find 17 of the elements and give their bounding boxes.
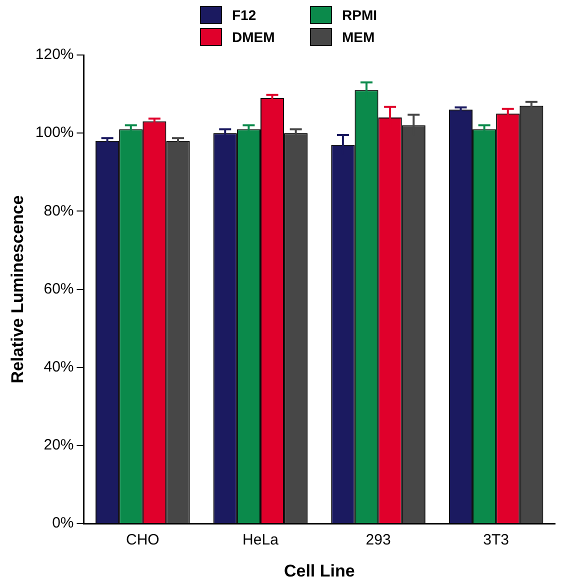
legend-label: F12 [232, 7, 256, 23]
x-tick-label: HeLa [242, 532, 280, 549]
x-tick-label: 293 [366, 532, 391, 549]
x-tick-label: CHO [126, 532, 160, 549]
legend-label: RPMI [342, 7, 377, 23]
y-tick-label: 0% [52, 514, 74, 532]
y-tick-label: 80% [44, 202, 74, 220]
y-axis-title: Relative Luminescence [8, 195, 27, 384]
legend-label: DMEM [232, 29, 275, 45]
y-tick-label: 100% [35, 124, 74, 142]
y-tick-label: 20% [44, 436, 74, 454]
y-tick-label: 120% [35, 46, 74, 64]
y-tick-label: 40% [44, 358, 74, 376]
x-tick-label: 3T3 [483, 532, 510, 549]
x-axis-title: Cell Line [284, 561, 355, 580]
legend-label: MEM [342, 29, 375, 45]
y-tick-label: 60% [44, 280, 74, 298]
